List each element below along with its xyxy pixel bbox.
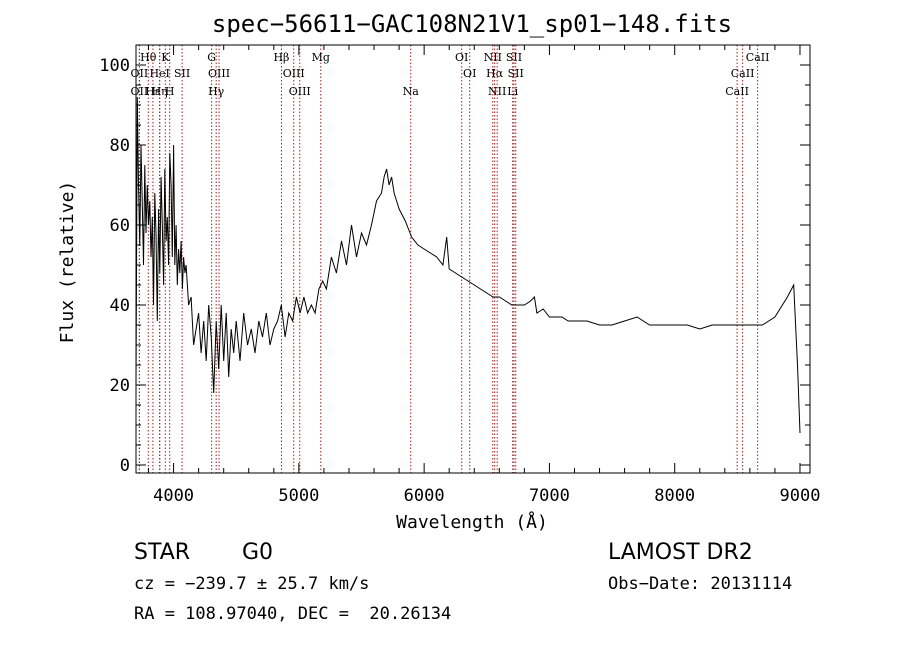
marker-label-7: Hη: [152, 85, 168, 98]
marker-label-21: Hα: [486, 67, 504, 80]
x-axis: 4000 5000 6000 7000 8000 9000: [148, 45, 821, 506]
marker-label-26: CaII: [731, 67, 755, 80]
marker-label-17: OI: [455, 51, 468, 64]
marker-label-13: OIII: [283, 67, 305, 80]
marker-label-6: SII: [174, 67, 190, 80]
y-axis-label: Flux (relative): [57, 181, 78, 344]
y-tick-label-0: 0: [120, 456, 130, 476]
marker-label-12: Hβ: [273, 51, 289, 64]
x-tick-label-4: 8000: [654, 486, 695, 506]
marker-label-2: OII: [131, 85, 149, 98]
marker-label-27: CaII: [725, 85, 749, 98]
observation-date: Obs−Date: 20131114: [608, 574, 793, 594]
chart-title: spec−56611−GAC108N21V1_sp01−148.fits: [212, 10, 732, 38]
x-tick-label-0: 4000: [153, 486, 194, 506]
spectral-subclass: G0: [242, 540, 274, 565]
y-tick-label-2: 40: [110, 296, 130, 316]
plot-frame: [135, 44, 811, 474]
marker-label-25: CaII: [746, 51, 770, 64]
marker-label-19: NII: [484, 51, 502, 64]
marker-label-4: K: [161, 51, 170, 64]
marker-label-16: Na: [403, 85, 420, 98]
y-tick-label-3: 60: [110, 216, 130, 236]
coordinates: RA = 108.97040, DEC = 20.26134: [134, 604, 452, 624]
y-tick-label-4: 80: [110, 136, 130, 156]
x-tick-label-3: 7000: [529, 486, 570, 506]
marker-label-8: H: [165, 85, 175, 98]
spectrum-line: [135, 96, 801, 434]
marker-label-11: Hγ: [208, 85, 225, 98]
marker-label-22: SII: [508, 67, 524, 80]
y-axis: 0 20 40 60 80 100: [99, 56, 810, 476]
y-tick-label-5: 100: [99, 56, 130, 76]
x-tick-label-5: 9000: [780, 486, 821, 506]
marker-label-3: Hε: [145, 85, 161, 98]
marker-label-15: Mg: [312, 51, 330, 64]
marker-label-18: OI: [463, 67, 476, 80]
marker-label-10: OIII: [208, 67, 230, 80]
x-tick-label-2: 6000: [404, 486, 445, 506]
marker-label-24: Li: [507, 85, 518, 98]
marker-label-9: G: [207, 51, 216, 64]
object-class: STAR: [134, 540, 191, 565]
x-tick-label-1: 5000: [278, 486, 319, 506]
marker-label-23: NII: [488, 85, 506, 98]
marker-label-0: Hθ: [140, 51, 157, 64]
marker-label-14: OIII: [289, 85, 311, 98]
survey-name: LAMOST DR2: [608, 540, 753, 565]
redshift-velocity: cz = −239.7 ± 25.7 km/s: [134, 574, 370, 594]
y-tick-label-1: 20: [110, 376, 130, 396]
marker-label-20: SII: [506, 51, 522, 64]
x-axis-label: Wavelength (Å): [396, 511, 548, 533]
